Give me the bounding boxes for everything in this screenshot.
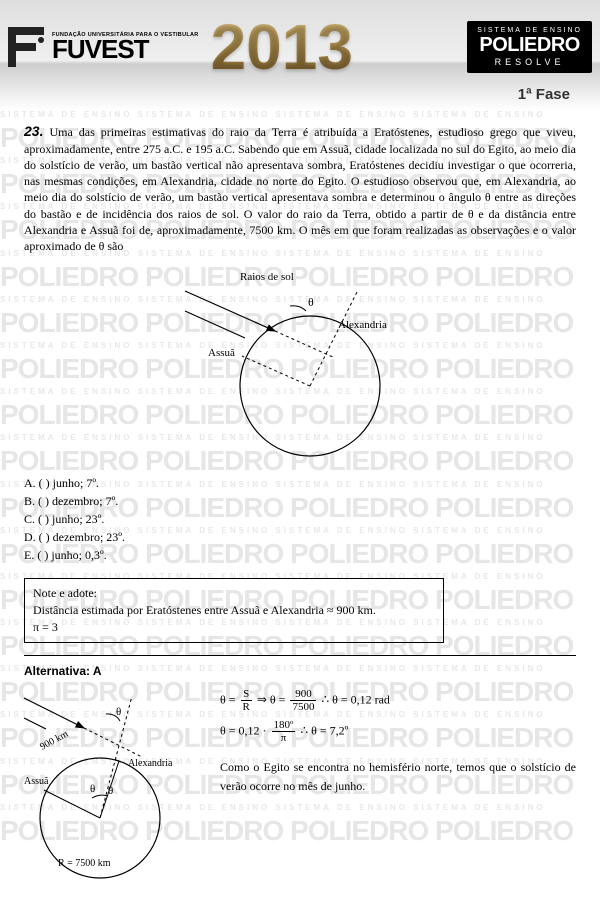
solution-text: θ = S R ⇒ θ = 900 7500 ∴ θ = 0,12 rad θ … xyxy=(204,688,576,888)
earth-diagram-solution: 900 km θ θ θ Alexandria Assuã R = 7500 k… xyxy=(24,688,204,888)
note-line2: Distância estimada por Eratóstenes entre… xyxy=(33,602,435,619)
eq1-theta: θ = xyxy=(220,692,236,706)
solution-conclusion: Como o Egito se encontra no hemisfério n… xyxy=(220,758,576,796)
exam-year: 2013 xyxy=(211,15,353,79)
theta-top: θ xyxy=(116,706,121,718)
note-line3: π = 3 xyxy=(33,619,435,636)
assua-label-2: Assuã xyxy=(24,776,49,787)
option-e: E. ( ) junho; 0,3º. xyxy=(24,546,576,564)
theta-label-1: θ xyxy=(308,295,314,309)
answer-options: A. ( ) junho; 7º. B. ( ) dezembro; 7º. C… xyxy=(24,474,576,564)
solution-block: 900 km θ θ θ Alexandria Assuã R = 7500 k… xyxy=(24,688,576,888)
fuvest-logo: FUNDAÇÃO UNIVERSITÁRIA PARA O VESTIBULAR… xyxy=(8,27,199,67)
note-line1: Note e adote: xyxy=(33,585,435,602)
radius-label: R = 7500 km xyxy=(58,858,111,869)
option-c: C. ( ) junho; 23º. xyxy=(24,510,576,528)
poliedro-mid: POLIEDRO xyxy=(477,34,582,57)
exam-phase: 1ª Fase xyxy=(0,86,600,103)
poliedro-top: SISTEMA DE ENSINO xyxy=(477,27,582,34)
note-box: Note e adote: Distância estimada por Era… xyxy=(24,578,444,642)
question-number: 23. xyxy=(24,123,43,139)
theta-center-1: θ xyxy=(90,783,95,795)
page-header: FUNDAÇÃO UNIVERSITÁRIA PARA O VESTIBULAR… xyxy=(0,0,600,110)
eq2-end: ∴ θ = 7,2º xyxy=(300,723,348,737)
correct-answer: Alternativa: A xyxy=(24,664,576,678)
page-content: 23. Uma das primeiras estimativas do rai… xyxy=(0,110,600,908)
earth-diagram-question: Raios de sol θ Alexandria Assuã xyxy=(180,266,420,466)
option-d: D. ( ) dezembro; 23º. xyxy=(24,528,576,546)
assua-label-1: Assuã xyxy=(208,347,235,359)
arc-900-label: 900 km xyxy=(38,728,70,752)
separator-line xyxy=(24,655,576,656)
equation-1: θ = S R ⇒ θ = 900 7500 ∴ θ = 0,12 rad xyxy=(220,688,576,713)
rays-label: Raios de sol xyxy=(240,271,294,283)
fuvest-f-icon xyxy=(8,27,48,67)
question-block: 23. Uma das primeiras estimativas do rai… xyxy=(24,122,576,254)
option-b: B. ( ) dezembro; 7º. xyxy=(24,492,576,510)
eq1-frac-nums: 900 7500 xyxy=(290,688,316,713)
eq1-end: ∴ θ = 0,12 rad xyxy=(321,692,389,706)
eq1-frac-sr: S R xyxy=(241,688,252,713)
poliedro-logo: SISTEMA DE ENSINO POLIEDRO RESOLVE xyxy=(467,21,592,73)
alexandria-label-1: Alexandria xyxy=(338,319,387,331)
eq2-start: θ = 0,12 · xyxy=(220,723,267,737)
poliedro-bot: RESOLVE xyxy=(477,57,582,67)
option-a: A. ( ) junho; 7º. xyxy=(24,474,576,492)
theta-center-2: θ xyxy=(108,785,113,797)
question-text: Uma das primeiras estimativas do raio da… xyxy=(24,125,576,253)
eq1-arrow: ⇒ θ = xyxy=(257,692,286,706)
equation-2: θ = 0,12 · 180º π ∴ θ = 7,2º xyxy=(220,719,576,744)
fuvest-name: FUVEST xyxy=(52,38,199,61)
alexandria-label-2: Alexandria xyxy=(128,758,173,769)
eq2-frac: 180º π xyxy=(272,719,296,744)
